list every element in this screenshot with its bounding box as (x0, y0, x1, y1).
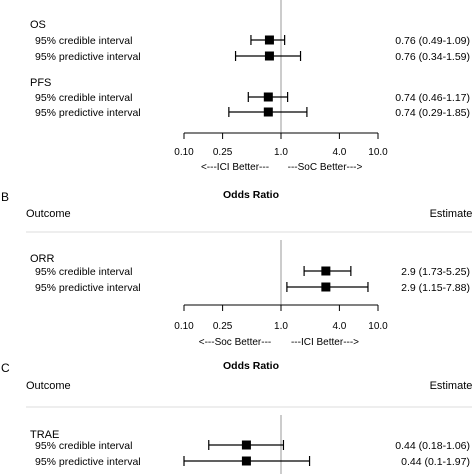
point-estimate (264, 35, 274, 45)
point-estimate (241, 440, 251, 450)
panel-title: Odds Ratio (223, 189, 279, 201)
estimate-text: 0.74 (0.46-1.17) (395, 92, 470, 104)
direction-left-label: <---ICI Better--- (201, 162, 269, 173)
x-tick-label: 10.0 (368, 321, 388, 332)
row-label: 95% credible interval (35, 440, 132, 452)
x-tick-label: 1.0 (274, 321, 288, 332)
x-tick-label: 1.0 (274, 147, 288, 158)
direction-right-label: ---ICI Better---> (291, 337, 359, 348)
estimate-text: 0.74 (0.29-1.85) (395, 107, 470, 119)
estimate-header: Estimate (430, 208, 473, 220)
row-label: 95% credible interval (35, 92, 132, 104)
group-label: PFS (30, 77, 51, 89)
group-label: TRAE (30, 429, 59, 441)
x-tick-label: 10.0 (368, 147, 388, 158)
row-label: 95% credible interval (35, 35, 132, 47)
row-label: 95% predictive interval (35, 456, 141, 468)
x-tick-label: 0.10 (174, 147, 194, 158)
estimate-text: 0.44 (0.1-1.97) (401, 456, 470, 468)
point-estimate (263, 92, 273, 102)
x-tick-label: 0.25 (213, 147, 233, 158)
point-estimate (321, 282, 331, 292)
row-label: 95% credible interval (35, 266, 132, 278)
outcome-header: Outcome (26, 380, 71, 392)
direction-left-label: <---Soc Better--- (199, 337, 272, 348)
estimate-text: 2.9 (1.15-7.88) (401, 282, 470, 294)
outcome-header: Outcome (26, 208, 71, 220)
x-tick-label: 4.0 (332, 321, 346, 332)
point-estimate (321, 266, 331, 276)
x-tick-label: 0.10 (174, 321, 194, 332)
estimate-text: 0.44 (0.18-1.06) (395, 440, 470, 452)
row-label: 95% predictive interval (35, 51, 141, 63)
point-estimate (241, 456, 251, 466)
group-label: ORR (30, 253, 55, 265)
estimate-text: 0.76 (0.49-1.09) (395, 35, 470, 47)
x-tick-label: 0.25 (213, 321, 233, 332)
panel-title: Odds Ratio (223, 360, 279, 372)
point-estimate (264, 51, 274, 61)
panel-letter: C (1, 361, 10, 375)
estimate-text: 2.9 (1.73-5.25) (401, 266, 470, 278)
point-estimate (263, 107, 273, 117)
row-label: 95% predictive interval (35, 282, 141, 294)
estimate-text: 0.76 (0.34-1.59) (395, 51, 470, 63)
x-tick-label: 4.0 (332, 147, 346, 158)
group-label: OS (30, 19, 46, 31)
row-label: 95% predictive interval (35, 107, 141, 119)
panel-letter: B (1, 190, 9, 204)
estimate-header: Estimate (430, 380, 473, 392)
direction-right-label: ---SoC Better---> (288, 162, 363, 173)
